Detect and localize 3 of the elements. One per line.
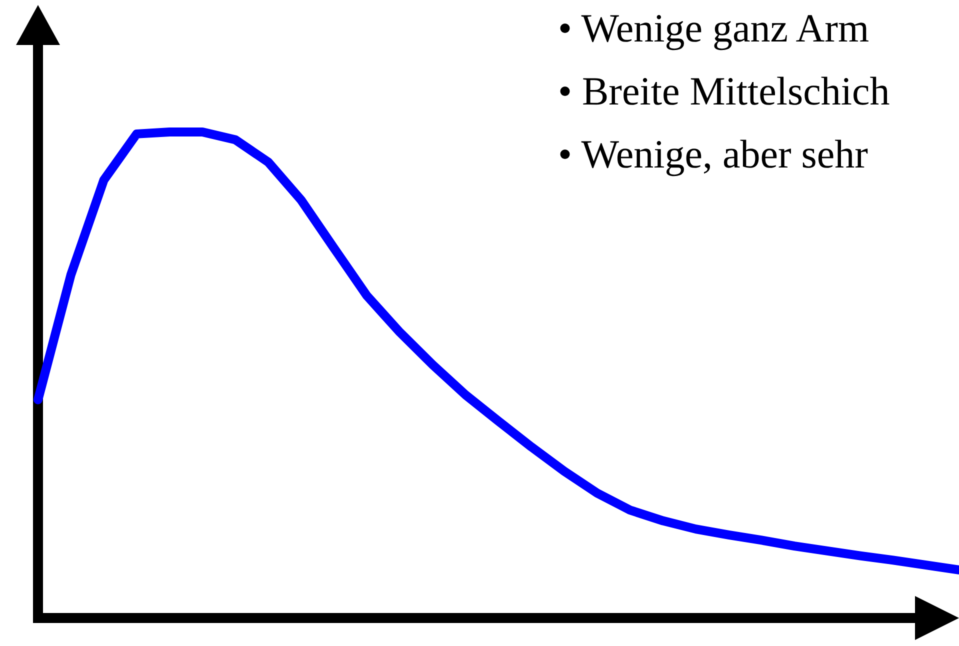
- text: • Wenige ganz Arm: [558, 6, 870, 50]
- text: • Breite Mittelschich: [558, 68, 890, 114]
- annotation: • Wenige, aber sehr: [558, 132, 868, 176]
